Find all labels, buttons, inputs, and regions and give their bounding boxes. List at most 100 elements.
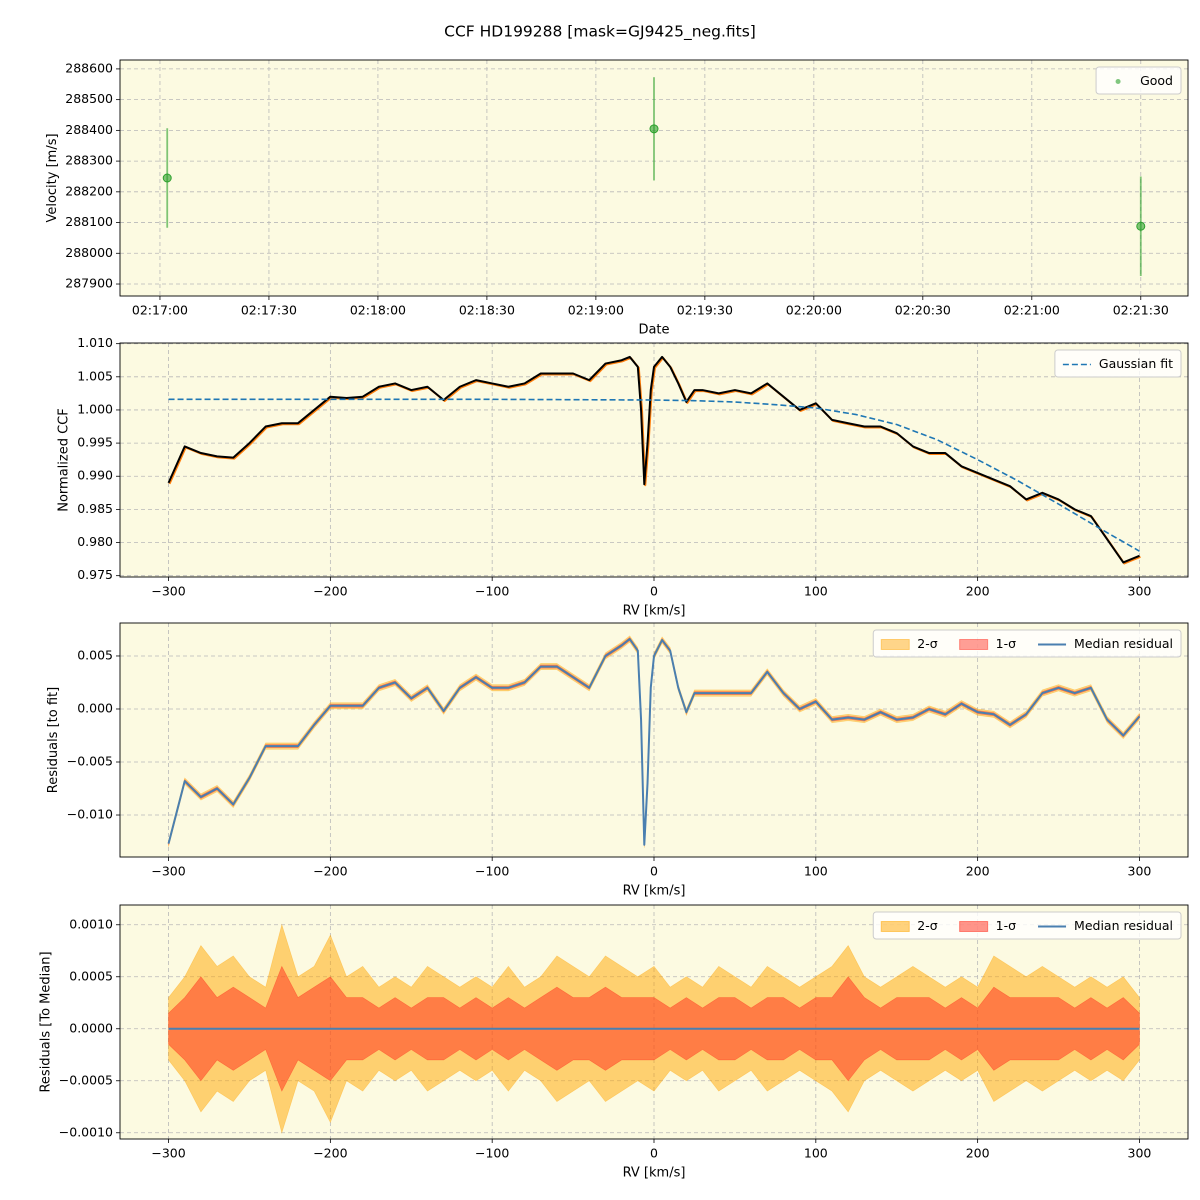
- x-tick-label: 02:18:30: [459, 303, 515, 318]
- x-tick-label: −300: [151, 1146, 185, 1161]
- x-tick-label: 0: [650, 1146, 658, 1161]
- x-axis-label: RV [km/s]: [623, 604, 686, 619]
- y-tick-label: 288000: [65, 245, 113, 260]
- y-axis-label: Velocity [m/s]: [45, 133, 60, 222]
- legend-label: 2-σ: [917, 636, 937, 651]
- x-tick-label: 02:17:30: [241, 303, 297, 318]
- y-tick-label: 0.0005: [69, 968, 113, 983]
- y-tick-label: 0.985: [77, 501, 113, 516]
- panel: −300 −200 −100 0 100 200 300 −0.0010 −0.0005 0.00…: [38, 904, 1189, 1181]
- x-axis-label: RV [km/s]: [623, 1166, 686, 1181]
- line-series: [167, 638, 1141, 846]
- x-tick-label: 02:19:00: [568, 303, 624, 318]
- line-series: [168, 398, 1140, 552]
- y-tick-label: 288500: [65, 91, 113, 106]
- legend-label: Gaussian fit: [1099, 356, 1173, 371]
- y-tick-label: 1.005: [77, 368, 113, 383]
- x-tick-label: 02:20:00: [786, 303, 842, 318]
- y-tick-label: 0.980: [77, 534, 113, 549]
- x-tick-label: −200: [313, 864, 347, 879]
- x-tick-label: 100: [804, 864, 828, 879]
- legend-frame: [1054, 349, 1182, 378]
- legend-frame: [1095, 66, 1182, 95]
- confidence-band: [168, 635, 1140, 848]
- x-tick-label: 02:20:30: [895, 303, 951, 318]
- y-tick-label: 0.000: [77, 700, 113, 715]
- x-tick-label: −300: [151, 864, 185, 879]
- y-tick-label: −0.005: [67, 754, 113, 769]
- y-tick-label: 288600: [65, 60, 113, 75]
- x-tick-label: 02:19:30: [677, 303, 733, 318]
- x-tick-label: 300: [1128, 584, 1152, 599]
- legend-label: Good: [1140, 73, 1173, 88]
- plot-area: [167, 355, 1140, 564]
- y-tick-label: 0.995: [77, 435, 113, 450]
- panel: 02:17:00 02:17:30 02:18:00 02:18:30 02:19:00…: [45, 59, 1189, 338]
- x-tick-label: 200: [966, 584, 990, 599]
- x-tick-label: 100: [804, 1146, 828, 1161]
- x-tick-label: −100: [475, 864, 509, 879]
- panel: −300 −200 −100 0 100 200 300 0.975 0.980 0.985 0.9…: [57, 335, 1189, 619]
- x-tick-label: 300: [1128, 864, 1152, 879]
- x-tick-label: 02:21:00: [1004, 303, 1060, 318]
- y-tick-label: 287900: [65, 276, 113, 291]
- x-tick-label: 02:17:00: [132, 303, 188, 318]
- legend-frame: [872, 629, 1182, 658]
- legend-label: Median residual: [1074, 636, 1173, 651]
- legend-swatch: [880, 639, 910, 650]
- confidence-band: [168, 636, 1140, 847]
- x-tick-label: 0: [650, 584, 658, 599]
- y-tick-label: 288200: [65, 183, 113, 198]
- legend-swatch: [880, 921, 910, 932]
- data-point: [1136, 221, 1146, 231]
- x-tick-label: 200: [966, 1146, 990, 1161]
- y-tick-label: −0.0005: [59, 1072, 113, 1087]
- x-tick-label: 100: [804, 584, 828, 599]
- y-tick-label: 288400: [65, 122, 113, 137]
- legend-swatch: [959, 639, 989, 650]
- x-tick-label: −100: [475, 584, 509, 599]
- y-axis-label: Normalized CCF: [57, 408, 72, 512]
- legend-swatch: [959, 921, 989, 932]
- figure-title: CCF HD199288 [mask=GJ9425_neg.fits]: [444, 23, 756, 42]
- y-tick-label: 288300: [65, 153, 113, 168]
- plot-frame: [119, 342, 1189, 578]
- line-series: [167, 355, 1140, 564]
- x-tick-label: −100: [475, 1146, 509, 1161]
- x-tick-label: 300: [1128, 1146, 1152, 1161]
- y-tick-label: 0.0000: [69, 1020, 113, 1035]
- x-tick-label: 02:18:00: [350, 303, 406, 318]
- y-tick-label: 0.0010: [69, 916, 113, 931]
- legend: Good: [1095, 66, 1182, 95]
- legend-label: Median residual: [1074, 918, 1173, 933]
- legend-label: 1-σ: [996, 918, 1016, 933]
- y-tick-label: 288100: [65, 214, 113, 229]
- legend: Gaussian fit: [1054, 349, 1182, 378]
- x-tick-label: −200: [313, 1146, 347, 1161]
- y-axis-label: Residuals [To Median]: [38, 951, 53, 1092]
- y-axis-label: Residuals [to fit]: [46, 687, 61, 793]
- legend-frame: [872, 911, 1182, 940]
- legend-label: 2-σ: [917, 918, 937, 933]
- x-axis-label: Date: [638, 323, 669, 338]
- plot-area: [167, 635, 1141, 848]
- y-tick-label: 1.000: [77, 401, 113, 416]
- x-tick-label: 02:21:30: [1113, 303, 1169, 318]
- y-tick-label: 0.975: [77, 567, 113, 582]
- plot-area: [162, 77, 1146, 277]
- y-tick-label: −0.0010: [59, 1124, 113, 1139]
- plot-frame: [119, 904, 1189, 1140]
- legend: 2-σ 1-σ Median residual: [872, 911, 1182, 940]
- x-tick-label: 200: [966, 864, 990, 879]
- x-tick-label: −200: [313, 584, 347, 599]
- x-axis-label: RV [km/s]: [623, 884, 686, 899]
- legend-label: 1-σ: [996, 636, 1016, 651]
- y-tick-label: 0.005: [77, 647, 113, 662]
- y-tick-label: −0.010: [67, 807, 113, 822]
- y-tick-label: 1.010: [77, 335, 113, 350]
- data-point: [649, 124, 659, 134]
- data-point: [162, 173, 172, 183]
- y-tick-label: 0.990: [77, 468, 113, 483]
